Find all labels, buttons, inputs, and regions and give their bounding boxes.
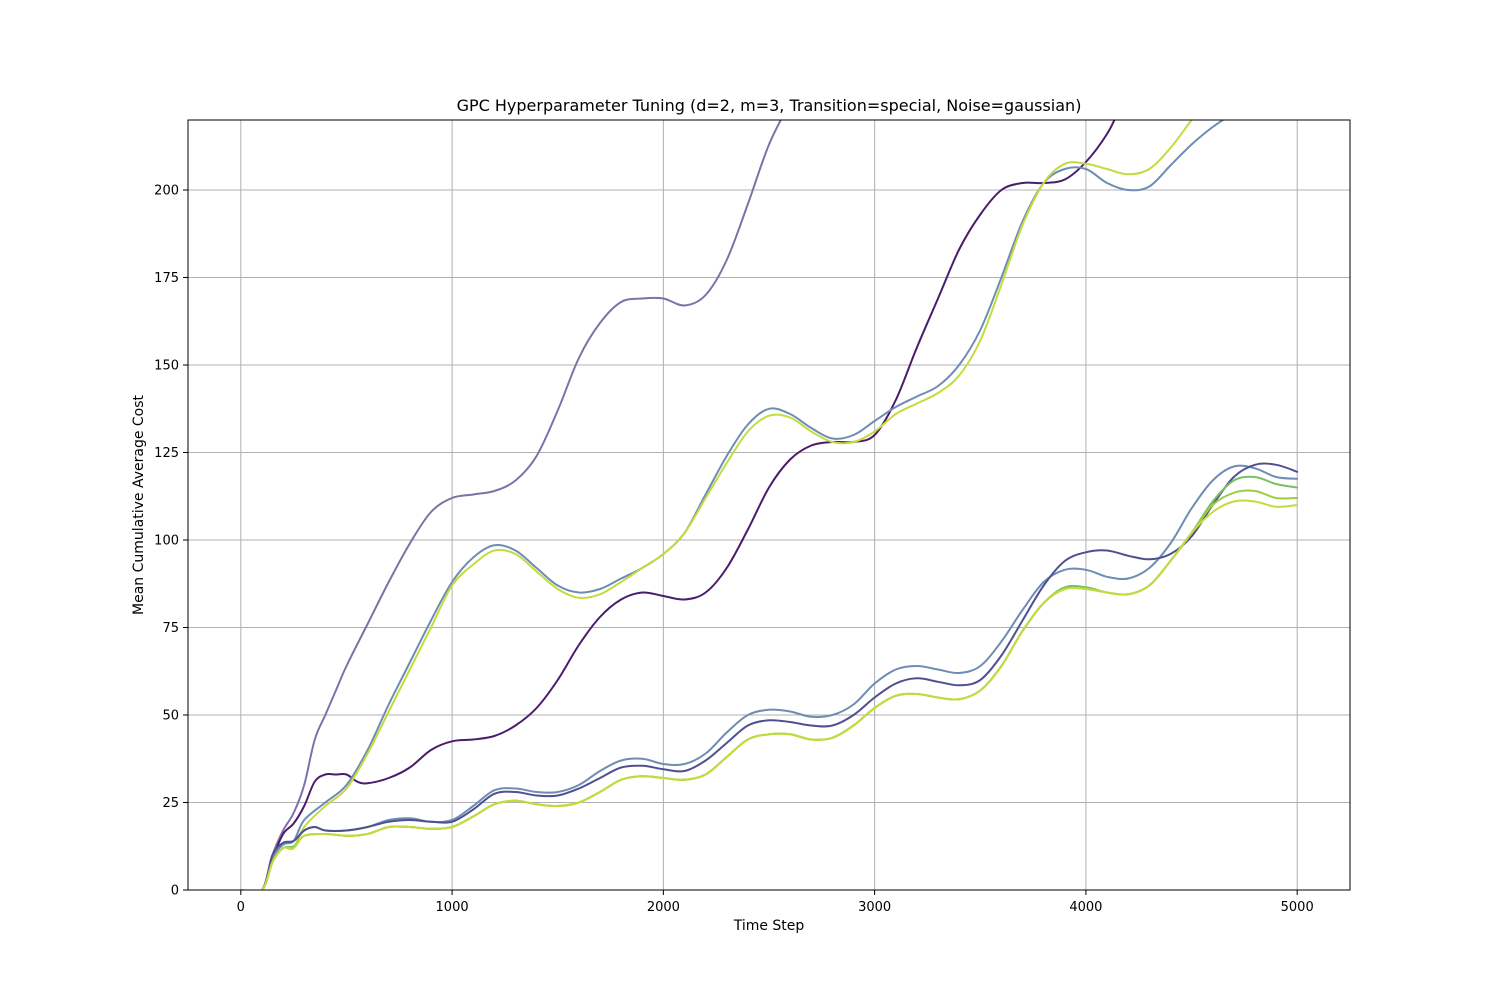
series-line-3 [239,120,1225,890]
y-tick-label: 175 [154,271,179,286]
plot-frame [187,119,1351,891]
y-tick-label: 25 [162,796,179,811]
x-tick-label: 4000 [1069,900,1102,915]
series-lines [239,120,1299,890]
y-axis-label: Mean Cumulative Average Cost [131,394,147,615]
chart-title: GPC Hyperparameter Tuning (d=2, m=3, Tra… [457,96,1082,115]
y-tick-label: 125 [154,446,179,461]
y-tick-label: 200 [154,184,179,199]
x-tick-label: 1000 [436,900,469,915]
y-tick-label: 100 [154,534,179,549]
x-tick-label: 2000 [647,900,680,915]
y-tick-label: 150 [154,359,179,374]
x-tick-label: 0 [237,900,245,915]
series-line-2 [239,120,1116,890]
y-tick-label: 50 [162,709,179,724]
series-line-1 [239,120,782,890]
x-tick-label: 3000 [858,900,891,915]
axis-ticks: 0 1000 2000 3000 4000 5000 0 25 50 75 100 125 150 175… [154,184,1314,916]
series-line-6 [239,462,1299,890]
series-line-9 [239,499,1299,890]
x-tick-label: 5000 [1281,900,1314,915]
x-axis-label: Time Step [733,918,805,934]
series-line-4 [239,120,1193,890]
y-tick-label: 0 [171,884,179,899]
y-tick-label: 75 [162,621,179,636]
